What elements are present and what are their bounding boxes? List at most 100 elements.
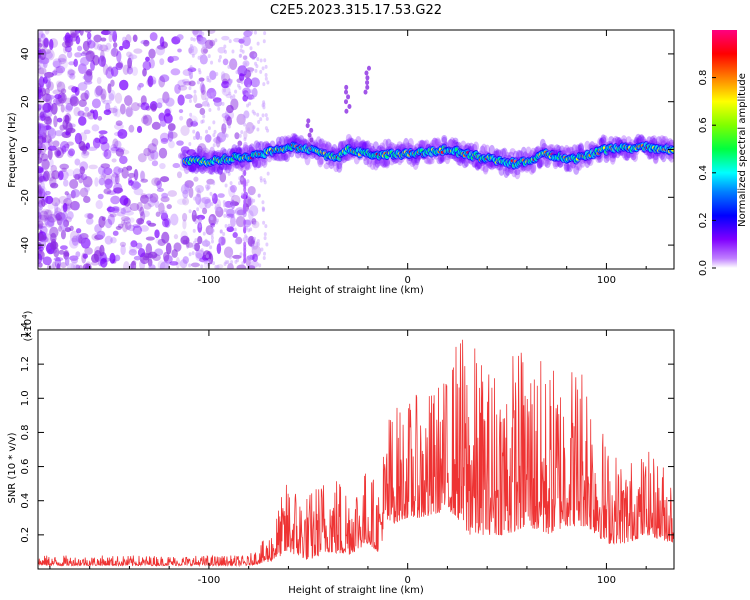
heatmap-cell bbox=[165, 97, 175, 107]
heatmap-cell bbox=[127, 57, 133, 69]
heatmap-cell bbox=[58, 249, 65, 255]
heatmap-cell bbox=[98, 215, 106, 228]
heatmap-cell bbox=[100, 174, 106, 179]
heatmap-cell bbox=[140, 178, 149, 183]
heatmap-cell bbox=[125, 34, 132, 44]
heatmap-cell bbox=[345, 133, 352, 143]
heatmap-cell bbox=[568, 146, 575, 156]
heatmap-cell bbox=[223, 88, 227, 93]
heatmap-cell bbox=[379, 158, 386, 167]
heatmap-cell bbox=[91, 98, 101, 109]
heatmap-cell bbox=[458, 157, 465, 164]
heatmap-cell bbox=[184, 180, 194, 188]
heatmap-cell bbox=[66, 127, 76, 134]
heatmap-cell bbox=[52, 89, 63, 95]
heatmap-cell bbox=[210, 239, 214, 244]
heatmap-cell bbox=[39, 111, 46, 119]
heatmap-cell bbox=[670, 152, 674, 159]
heatmap-cell bbox=[38, 67, 45, 77]
heatmap-cell bbox=[179, 164, 188, 171]
heatmap-cell bbox=[86, 69, 93, 77]
heatmap-cell bbox=[201, 43, 205, 48]
heatmap-cell bbox=[207, 54, 211, 59]
heatmap-cell bbox=[191, 46, 195, 51]
heatmap-cell bbox=[231, 49, 235, 54]
heatmap-cell bbox=[247, 84, 251, 89]
heatmap-cell bbox=[102, 99, 112, 105]
heatmap-cell bbox=[530, 161, 537, 173]
heatmap-cell bbox=[204, 136, 208, 141]
heatmap-cell bbox=[202, 207, 208, 215]
snr-xtick-label: 100 bbox=[597, 575, 616, 586]
heatmap-cell bbox=[253, 30, 257, 35]
heatmap-cell bbox=[210, 202, 214, 207]
heatmap-cell bbox=[38, 214, 47, 221]
heatmap-cell bbox=[247, 254, 255, 261]
heatmap-cell bbox=[198, 77, 205, 82]
heatmap-cell bbox=[152, 254, 161, 262]
heatmap-cell bbox=[131, 102, 140, 112]
heatmap-cell bbox=[98, 44, 109, 52]
heatmap-cell bbox=[225, 213, 235, 219]
heatmap-cell bbox=[193, 242, 201, 252]
heatmap-cell bbox=[263, 58, 267, 63]
heatmap-cell bbox=[396, 141, 403, 149]
heatmap-cell bbox=[59, 141, 70, 152]
heatmap-cell bbox=[608, 136, 615, 144]
heatmap-cell bbox=[605, 149, 612, 162]
heatmap-cell bbox=[182, 189, 189, 199]
heatmap-cell bbox=[41, 102, 52, 113]
heatmap-cell bbox=[97, 43, 103, 51]
heatmap-cell bbox=[132, 223, 141, 228]
chart-title: C2E5.2023.315.17.53.G22 bbox=[270, 3, 442, 18]
heatmap-cell bbox=[257, 242, 261, 247]
heatmap-cell bbox=[291, 133, 298, 145]
heatmap-cell bbox=[156, 97, 166, 104]
heatmap-cell bbox=[204, 199, 208, 204]
heatmap-cell bbox=[119, 149, 130, 155]
heatmap-cell bbox=[243, 137, 247, 142]
heatmap-cell bbox=[191, 251, 195, 256]
heatmap-cell bbox=[45, 49, 55, 61]
heatmap-cell bbox=[84, 212, 94, 219]
heatmap-cell bbox=[635, 133, 642, 143]
heatmap-cell bbox=[258, 141, 265, 153]
heatmap-cell bbox=[83, 80, 93, 85]
heatmap-cell bbox=[39, 210, 49, 222]
heatmap-cell bbox=[173, 242, 182, 252]
heatmap-cell bbox=[118, 45, 124, 51]
heatmap-cell bbox=[74, 30, 81, 34]
heatmap-cell bbox=[49, 38, 54, 51]
heatmap-cell bbox=[120, 207, 126, 215]
heatmap-cell bbox=[242, 237, 246, 242]
heatmap-cell bbox=[115, 147, 126, 153]
heatmap-cell bbox=[209, 216, 213, 221]
heatmap-cell bbox=[151, 138, 159, 147]
heatmap-cell bbox=[249, 191, 253, 196]
heatmap-cell bbox=[242, 94, 248, 102]
heatmap-cell bbox=[42, 256, 52, 266]
heatmap-cell bbox=[212, 95, 216, 100]
heatmap-cell bbox=[229, 248, 233, 253]
heatmap-cell bbox=[193, 176, 199, 182]
heatmap-cell bbox=[151, 121, 161, 130]
heatmap-cell bbox=[461, 159, 468, 169]
heatmap-cell bbox=[262, 39, 266, 44]
heatmap-cell bbox=[350, 142, 357, 150]
spectrogram-panel: -100 0 100 -40 -20 0 20 40 Height of straight l… bbox=[7, 29, 675, 296]
heatmap-cell bbox=[107, 83, 112, 94]
heatmap-cell bbox=[131, 66, 138, 76]
heatmap-cell bbox=[225, 163, 232, 174]
heatmap-cell bbox=[263, 140, 270, 148]
heatmap-cell bbox=[254, 68, 258, 73]
heatmap-cell bbox=[105, 42, 112, 50]
heatmap-cell bbox=[155, 211, 161, 217]
heatmap-cell bbox=[140, 194, 149, 204]
heatmap-cell bbox=[38, 166, 44, 174]
heatmap-cell bbox=[188, 163, 195, 173]
heatmap-cell bbox=[52, 60, 61, 68]
heatmap-cell bbox=[111, 47, 117, 56]
heatmap-cell bbox=[217, 193, 225, 198]
heatmap-cell bbox=[249, 260, 259, 268]
heatmap-cell bbox=[177, 48, 182, 53]
